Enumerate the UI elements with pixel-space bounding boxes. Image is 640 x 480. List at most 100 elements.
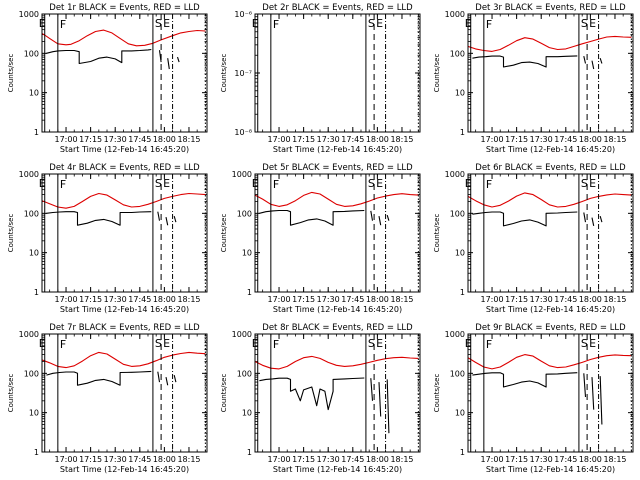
x-tick-label: 17:30 [530, 455, 553, 464]
x-tick-label: 18:00 [153, 135, 176, 144]
x-tick-label: 17:30 [530, 135, 553, 144]
y-axis-label: Counts/sec [220, 54, 228, 93]
x-tick-label: 17:15 [292, 295, 315, 304]
x-tick-label: 17:30 [104, 455, 127, 464]
x-tick-label: 18:00 [153, 295, 176, 304]
y-tick-label: 10 [29, 89, 39, 98]
y-axis-label: Counts/sec [7, 214, 15, 253]
plot-frame [254, 13, 421, 133]
lld-series-line [42, 351, 206, 369]
y-tick-label: 1 [460, 288, 465, 297]
events-series-line [46, 211, 152, 226]
marker-label: F [60, 178, 66, 191]
events-series-line [157, 211, 161, 221]
x-tick-label: 17:45 [341, 135, 364, 144]
panel-title: Det 8r BLACK = Events, RED = LLD [262, 323, 413, 333]
plot-data [42, 29, 206, 70]
x-axis-label: Start Time (12-Feb-14 16:45:20) [486, 465, 615, 474]
events-series-line [259, 377, 365, 411]
lld-series-line [468, 192, 632, 208]
events-series-line [583, 373, 587, 398]
marker-label: F [486, 18, 492, 31]
x-tick-label: 17:15 [292, 135, 315, 144]
x-tick-label: 17:45 [554, 455, 577, 464]
plot-data [42, 351, 206, 386]
x-axis-label: Start Time (12-Feb-14 16:45:20) [486, 145, 615, 154]
events-series-line [165, 216, 169, 226]
y-tick-label: 100 [24, 209, 39, 218]
x-tick-label: 17:00 [481, 295, 504, 304]
y-tick-label: 100 [450, 209, 465, 218]
y-tick-label: 100 [450, 369, 465, 378]
events-series-line [259, 209, 365, 226]
y-tick-label: 10 [29, 409, 39, 418]
y-axis-label: Counts/sec [220, 374, 228, 413]
marker-label: E [163, 177, 170, 190]
x-tick-label: 18:00 [366, 455, 389, 464]
x-tick-label: 18:00 [579, 295, 602, 304]
plot-frame [467, 13, 634, 133]
events-series-line [472, 55, 578, 68]
x-axis-label: Start Time (12-Feb-14 16:45:20) [60, 305, 189, 314]
panel-title: Det 1r BLACK = Events, RED = LLD [49, 3, 200, 13]
x-tick-label: 17:30 [530, 295, 553, 304]
x-tick-label: 18:15 [177, 135, 200, 144]
events-series-line [591, 377, 595, 410]
marker-label: F [60, 338, 66, 351]
events-series-line [378, 215, 382, 226]
x-tick-label: 17:00 [481, 135, 504, 144]
marker-label: S [581, 177, 588, 190]
plot-frame [41, 13, 208, 133]
x-tick-label: 17:15 [505, 295, 528, 304]
y-axis-label: Counts/sec [220, 214, 228, 253]
y-tick-label: 1000 [19, 170, 39, 179]
lld-series-line [42, 29, 206, 47]
x-tick-label: 17:00 [55, 135, 78, 144]
events-series-line [472, 372, 578, 388]
x-tick-label: 18:15 [603, 295, 626, 304]
x-tick-label: 18:00 [579, 135, 602, 144]
x-tick-label: 17:30 [317, 455, 340, 464]
marker-label: S [368, 177, 375, 190]
events-series-line [46, 370, 152, 386]
y-tick-label: 1 [34, 288, 39, 297]
marker-label: E [589, 17, 596, 30]
y-tick-label: 1000 [445, 10, 465, 19]
plot-data [255, 191, 419, 226]
x-tick-label: 17:00 [268, 295, 291, 304]
y-tick-label: 10⁻⁶ [234, 10, 252, 19]
y-axis-label: Counts/sec [433, 214, 441, 253]
events-series-line [46, 48, 152, 65]
plot-frame [467, 333, 634, 453]
events-series-line [599, 58, 603, 64]
x-tick-label: 18:00 [153, 455, 176, 464]
x-axis-label: Start Time (12-Feb-14 16:45:20) [486, 305, 615, 314]
plot-data [468, 354, 632, 425]
x-tick-label: 17:15 [505, 135, 528, 144]
events-series-line [591, 217, 595, 227]
x-tick-label: 17:00 [268, 455, 291, 464]
y-tick-label: 1 [460, 448, 465, 457]
y-tick-label: 100 [237, 209, 252, 218]
marker-label: S [581, 17, 588, 30]
marker-label: E [376, 177, 383, 190]
marker-label: F [486, 178, 492, 191]
panel-title: Det 4r BLACK = Events, RED = LLD [49, 163, 200, 173]
y-tick-label: 100 [237, 369, 252, 378]
marker-label: F [273, 338, 279, 351]
x-tick-label: 17:30 [317, 295, 340, 304]
lld-series-line [468, 35, 632, 52]
events-series-line [591, 60, 595, 70]
events-series-line [157, 371, 161, 383]
panel-title: Det 7r BLACK = Events, RED = LLD [49, 323, 200, 333]
x-axis-label: Start Time (12-Feb-14 16:45:20) [60, 145, 189, 154]
marker-label: S [155, 177, 162, 190]
lld-series-line [255, 191, 419, 207]
marker-label: F [273, 178, 279, 191]
y-tick-label: 1000 [232, 170, 252, 179]
marker-label: E [163, 17, 170, 30]
events-series-line [173, 374, 177, 383]
panel-title: Det 5r BLACK = Events, RED = LLD [262, 163, 413, 173]
x-tick-label: 17:45 [554, 135, 577, 144]
